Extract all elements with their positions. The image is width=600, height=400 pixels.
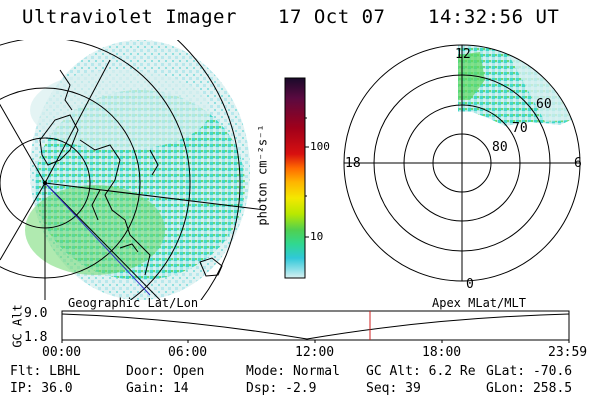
- x-tick-0000: 00:00: [42, 345, 82, 360]
- polar-lat-60: 60: [536, 97, 552, 112]
- x-tick-0600: 06:00: [168, 345, 208, 360]
- altitude-strip-chart: [61, 310, 570, 343]
- colorbar-unit-label: photon cm⁻²s⁻¹: [255, 124, 270, 226]
- glon-info: GLon: 258.5: [486, 381, 573, 396]
- door-info: Door: Open: [126, 364, 205, 379]
- colorbar: [284, 77, 306, 279]
- colorbar-tick-10: 10: [310, 230, 324, 243]
- geographic-title: Geographic Lat/Lon: [68, 296, 199, 310]
- y-tick-9: 9.0: [24, 306, 48, 321]
- time-label: 14:32:56 UT: [428, 6, 560, 28]
- glat-info: GLat: -70.6: [486, 364, 573, 379]
- x-tick-2359: 23:59: [548, 345, 588, 360]
- date-label: 17 Oct 07: [278, 6, 386, 28]
- gain-info: Gain: 14: [126, 381, 189, 396]
- polar-plot: [343, 44, 581, 282]
- seq-info: Seq: 39: [366, 381, 421, 396]
- instrument-title: Ultraviolet Imager: [22, 6, 237, 28]
- ip-info: IP: 36.0: [10, 381, 73, 396]
- dsp-info: Dsp: -2.9: [246, 381, 317, 396]
- gc-alt-axis-label: GC Alt: [10, 304, 25, 348]
- gc-alt-info: GC Alt: 6.2 Re: [366, 364, 476, 379]
- filter-info: Flt: LBHL: [10, 364, 81, 379]
- polar-hour-12: 12: [455, 47, 471, 62]
- y-tick-1-8: 1.8: [24, 330, 48, 345]
- mode-info: Mode: Normal: [246, 364, 340, 379]
- polar-hour-6: 6: [574, 156, 582, 171]
- x-tick-1200: 12:00: [295, 345, 335, 360]
- polar-hour-0: 0: [466, 277, 474, 292]
- colorbar-tick-100: 100: [310, 140, 330, 153]
- colorbar-ticks: [305, 117, 309, 238]
- x-tick-1800: 18:00: [422, 345, 462, 360]
- polar-lat-70: 70: [512, 121, 528, 136]
- polar-hour-18: 18: [345, 156, 361, 171]
- polar-lat-80: 80: [492, 140, 508, 155]
- geographic-image: [0, 40, 265, 300]
- apex-title: Apex MLat/MLT: [432, 296, 526, 310]
